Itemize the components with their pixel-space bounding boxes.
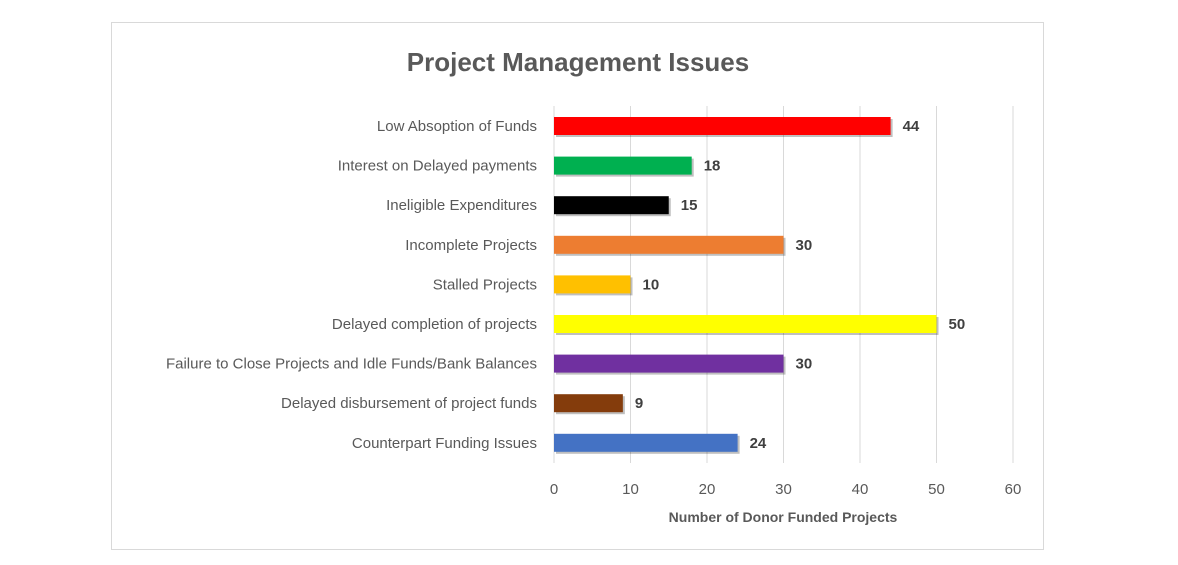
data-label: 44 xyxy=(903,118,920,135)
x-tick-label: 40 xyxy=(852,481,869,498)
data-label: 10 xyxy=(643,276,660,293)
bar xyxy=(554,354,784,373)
category-label: Interest on Delayed payments xyxy=(338,158,537,175)
x-tick-label: 10 xyxy=(622,481,639,498)
category-label: Incomplete Projects xyxy=(405,237,537,254)
data-label: 18 xyxy=(704,158,721,175)
bar xyxy=(554,315,937,333)
category-label: Counterpart Funding Issues xyxy=(352,435,537,452)
bar xyxy=(554,117,891,135)
x-tick-label: 50 xyxy=(928,481,945,498)
chart-frame xyxy=(111,22,1044,550)
chart-title: Project Management Issues xyxy=(407,47,749,77)
x-tick-label: 60 xyxy=(1005,481,1022,498)
bar xyxy=(554,394,623,413)
category-label: Delayed disbursement of project funds xyxy=(281,395,537,412)
bar xyxy=(554,235,784,254)
category-label: Failure to Close Projects and Idle Funds… xyxy=(166,356,537,373)
category-label: Low Absoption of Funds xyxy=(377,118,537,135)
data-label: 9 xyxy=(635,395,643,412)
data-label: 50 xyxy=(949,316,966,333)
x-tick-label: 0 xyxy=(550,481,558,498)
category-label: Delayed completion of projects xyxy=(332,316,537,333)
x-tick-label: 20 xyxy=(699,481,716,498)
bar xyxy=(554,433,738,452)
data-label: 15 xyxy=(681,197,698,214)
x-axis-label: Number of Donor Funded Projects xyxy=(669,509,898,525)
bar xyxy=(554,196,669,215)
data-label: 24 xyxy=(750,435,767,452)
category-label: Stalled Projects xyxy=(433,276,537,293)
x-tick-label: 30 xyxy=(775,481,792,498)
category-label: Ineligible Expenditures xyxy=(386,197,537,214)
bar xyxy=(554,156,692,175)
bar xyxy=(554,275,631,294)
data-label: 30 xyxy=(796,237,813,254)
data-label: 30 xyxy=(796,356,813,373)
